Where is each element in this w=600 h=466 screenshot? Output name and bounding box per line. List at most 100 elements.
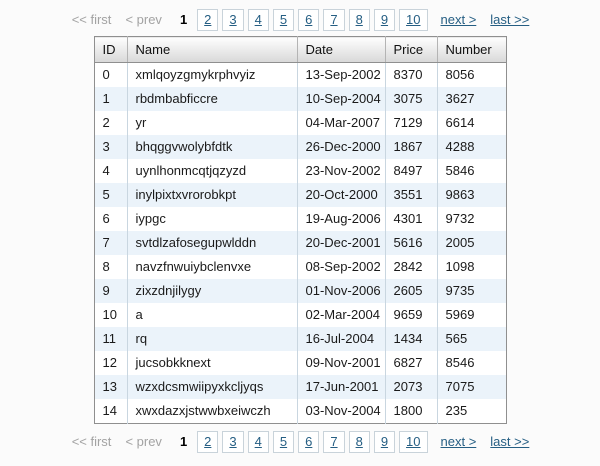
page-link-7[interactable]: 7 — [323, 9, 345, 31]
cell-number: 8546 — [445, 355, 475, 370]
table-row: 13 wzxdcsmwiipyxkcljyqs 17-Jun-2001 2073 707… — [94, 375, 506, 399]
cell-name: svtdlzafosegupwlddn — [127, 231, 298, 255]
cell-id: 2 — [94, 111, 128, 135]
page-link-2[interactable]: 2 — [197, 9, 219, 31]
table-row: 8 navzfnwuiybclenvxe 08-Sep-2002 2842 1098 — [94, 255, 506, 279]
page-link-10[interactable]: 10 — [399, 9, 428, 31]
table-header-row: ID Name Date Price Number — [94, 36, 506, 63]
cell-date: 08-Sep-2002 — [297, 255, 386, 279]
cell-id: 8 — [94, 255, 128, 279]
cell-id: 0 — [94, 62, 128, 87]
prev-page-link: < prev — [125, 12, 162, 27]
cell-date: 10-Sep-2004 — [297, 87, 386, 111]
page-link-4[interactable]: 4 — [247, 9, 269, 31]
page-link-8[interactable]: 8 — [348, 431, 370, 453]
table-row: 6 iypgc 19-Aug-2006 4301 9732 — [94, 207, 506, 231]
page-link-7[interactable]: 7 — [323, 431, 345, 453]
data-table: ID Name Date Price Number 0 xmlqoyzgmykrphvyi… — [93, 36, 507, 424]
cell-id: 14 — [94, 399, 128, 424]
page-link-9[interactable]: 9 — [373, 431, 396, 453]
cell-number: 6614 — [445, 115, 475, 130]
cell-price: 8370 — [385, 62, 438, 87]
column-header-number[interactable]: Number — [437, 36, 506, 63]
page-link-6[interactable]: 6 — [298, 431, 320, 453]
table-body: 0 xmlqoyzgmykrphvyiz 13-Sep-2002 8370 8056 1 r… — [94, 62, 506, 424]
cell-date: 23-Nov-2002 — [297, 159, 386, 183]
cell-id: 1 — [94, 87, 128, 111]
cell-date: 04-Mar-2007 — [297, 111, 386, 135]
cell-date: 09-Nov-2001 — [297, 351, 386, 375]
table-row: 0 xmlqoyzgmykrphvyiz 13-Sep-2002 8370 8056 — [94, 62, 506, 87]
cell-id: 12 — [94, 351, 128, 375]
cell-name: bhqggvwolybfdtk — [127, 135, 298, 159]
cell-number: 1098 — [445, 259, 475, 274]
cell-id: 6 — [94, 207, 128, 231]
cell-name: rbdmbabficcre — [127, 87, 298, 111]
table-row: 3 bhqggvwolybfdtk 26-Dec-2000 1867 4288 — [94, 135, 506, 159]
cell-number: 9735 — [445, 283, 475, 298]
cell-id: 10 — [94, 303, 128, 327]
page-link-8[interactable]: 8 — [348, 9, 370, 31]
cell-number: 9863 — [445, 187, 475, 202]
table-row: 12 jucsobkknext 09-Nov-2001 6827 8546 — [94, 351, 506, 375]
page-link-2[interactable]: 2 — [197, 431, 219, 453]
page-link-4[interactable]: 4 — [247, 431, 269, 453]
cell-number: 5846 — [445, 163, 475, 178]
column-header-date[interactable]: Date — [297, 36, 386, 63]
table-row: 7 svtdlzafosegupwlddn 20-Dec-2001 5616 2005 — [94, 231, 506, 255]
cell-name: inylpixtxvrorobkpt — [127, 183, 298, 207]
cell-id: 13 — [94, 375, 128, 399]
page-link-9[interactable]: 9 — [373, 9, 396, 31]
table-row: 1 rbdmbabficcre 10-Sep-2004 3075 3627 — [94, 87, 506, 111]
cell-name: xwxdazxjstwwbxeiwczh — [127, 399, 298, 424]
cell-name: zixzdnjilygy — [127, 279, 298, 303]
page-link-6[interactable]: 6 — [298, 9, 320, 31]
cell-price: 1867 — [385, 135, 438, 159]
cell-name: yr — [127, 111, 298, 135]
cell-number: 9732 — [445, 211, 475, 226]
cell-date: 01-Nov-2006 — [297, 279, 386, 303]
cell-price: 1434 — [385, 327, 438, 351]
page-link-10[interactable]: 10 — [399, 431, 428, 453]
page-link-3[interactable]: 3 — [222, 431, 244, 453]
page-link-3[interactable]: 3 — [222, 9, 244, 31]
cell-price: 8497 — [385, 159, 438, 183]
column-header-price[interactable]: Price — [385, 36, 438, 63]
table-row: 4 uynlhonmcqtjqzyzd 23-Nov-2002 8497 5846 — [94, 159, 506, 183]
cell-date: 03-Nov-2004 — [297, 399, 386, 424]
cell-name: uynlhonmcqtjqzyzd — [127, 159, 298, 183]
last-page-link[interactable]: last >> — [490, 12, 530, 27]
cell-number: 3627 — [445, 91, 475, 106]
page-link-5[interactable]: 5 — [272, 9, 295, 31]
cell-price: 7129 — [385, 111, 438, 135]
cell-price: 2073 — [385, 375, 438, 399]
cell-date: 13-Sep-2002 — [297, 62, 386, 87]
cell-name: a — [127, 303, 298, 327]
current-page: 1 — [179, 12, 188, 27]
cell-date: 20-Oct-2000 — [297, 183, 386, 207]
cell-id: 3 — [94, 135, 128, 159]
next-page-link[interactable]: next > — [440, 12, 477, 27]
cell-number: 565 — [445, 331, 468, 346]
pagination-top: << first < prev 1 2 3 4 5 6 7 8 9 10 next > last >> — [72, 8, 529, 32]
last-page-link[interactable]: last >> — [490, 434, 530, 449]
cell-date: 20-Dec-2001 — [297, 231, 386, 255]
cell-price: 3551 — [385, 183, 438, 207]
cell-id: 7 — [94, 231, 128, 255]
cell-price: 6827 — [385, 351, 438, 375]
next-page-link[interactable]: next > — [440, 434, 477, 449]
cell-id: 4 — [94, 159, 128, 183]
cell-name: rq — [127, 327, 298, 351]
table-row: 2 yr 04-Mar-2007 7129 6614 — [94, 111, 506, 135]
page-link-5[interactable]: 5 — [272, 431, 295, 453]
table-row: 10 a 02-Mar-2004 9659 5969 — [94, 303, 506, 327]
cell-price: 5616 — [385, 231, 438, 255]
cell-name: jucsobkknext — [127, 351, 298, 375]
column-header-name[interactable]: Name — [127, 36, 298, 63]
cell-date: 16-Jul-2004 — [297, 327, 386, 351]
cell-name: navzfnwuiybclenvxe — [127, 255, 298, 279]
cell-id: 11 — [94, 327, 128, 351]
prev-page-link: < prev — [125, 434, 162, 449]
cell-number: 4288 — [445, 139, 475, 154]
column-header-id[interactable]: ID — [94, 36, 128, 63]
